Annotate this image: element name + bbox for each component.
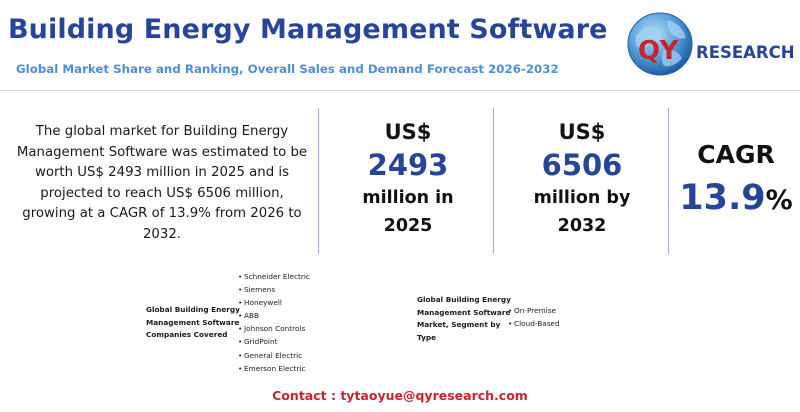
company-item: GridPoint [238,335,310,348]
market-summary: The global market for Building Energy Ma… [16,124,308,242]
globe-icon [627,12,693,76]
companies-label-line: Global Building Energy [146,305,240,314]
companies-list: Schneider Electric Siemens Honeywell ABB… [238,270,310,375]
companies-label: Global Building Energy Management Softwa… [146,304,240,342]
header-divider [0,90,800,91]
segment-item: Cloud-Based [508,317,560,330]
cagr-unit: % [765,185,793,216]
companies-label-line: Companies Covered [146,330,228,339]
segment-item: On-Premise [508,304,560,317]
segments-list: On-Premise Cloud-Based [508,304,560,330]
company-item: Johnson Controls [238,322,310,335]
contact-line[interactable]: Contact : tytaoyue@qyresearch.com [272,388,528,403]
segments-label: Global Building Energy Management Softwa… [417,294,511,344]
qyresearch-logo: QY RESEARCH [624,8,795,80]
segments-label-line: Type [417,332,437,342]
logo-qy-text: QY [638,36,678,66]
company-item: Schneider Electric [238,270,310,283]
cagr-label: CAGR [697,140,775,169]
stat-market-2032: US$ 6506 million by 2032 [498,118,666,240]
segments-label-line: Management Software [417,307,511,317]
column-divider [668,108,669,254]
stat-suffix-line2: 2032 [557,216,607,236]
stat-suffix-line2: 2025 [383,216,433,236]
segments-label-line: Global Building Energy [417,295,511,304]
stat-value: 6506 [541,148,623,182]
stat-cagr: CAGR 13.9% [672,138,800,218]
logo-research-text: RESEARCH [696,43,795,62]
page-title: Building Energy Management Software [8,14,608,45]
stat-prefix: US$ [384,120,432,144]
company-item: ABB [238,309,310,322]
stat-value: 2493 [367,148,449,182]
stat-suffix-line1: million by [533,188,631,208]
company-item: Honeywell [238,296,310,309]
cagr-value: 13.9 [679,178,766,218]
company-item: Emerson Electric [238,362,310,375]
companies-label-line: Management Software [146,317,240,327]
segments-label-line: Market, Segment by [417,320,501,329]
company-item: Siemens [238,283,310,296]
stat-market-2025: US$ 2493 million in 2025 [324,118,492,240]
company-item: General Electric [238,349,310,362]
page-subtitle: Global Market Share and Ranking, Overall… [16,62,559,76]
stat-suffix-line1: million in [362,188,454,208]
column-divider [493,108,494,254]
column-divider [318,108,319,254]
stat-prefix: US$ [558,120,606,144]
